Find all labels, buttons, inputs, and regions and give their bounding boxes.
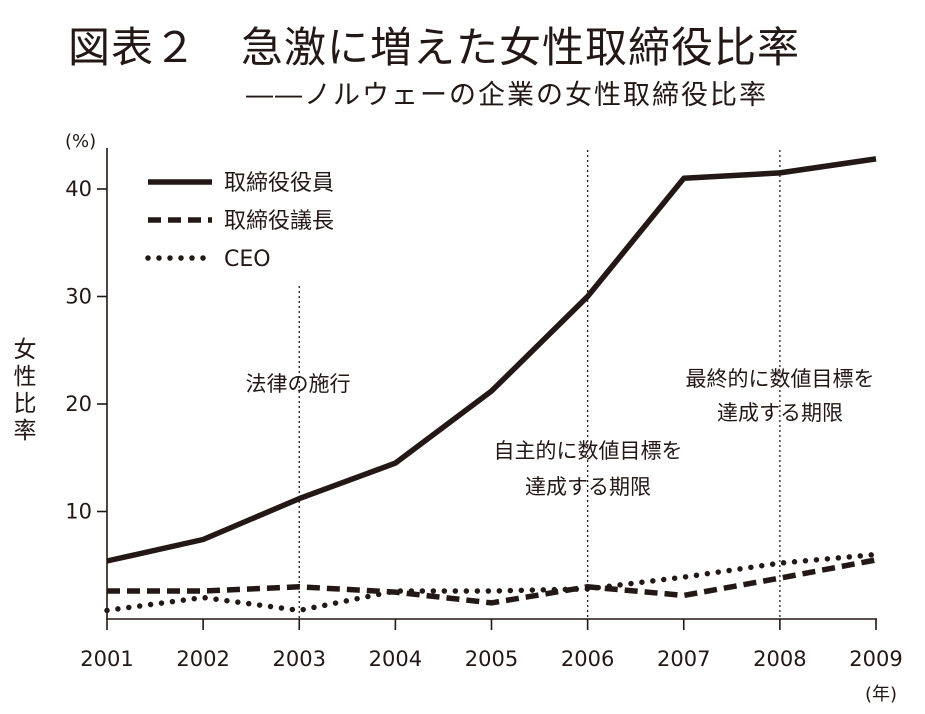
y-tick-label: 30 bbox=[65, 285, 92, 309]
x-tick-label: 2003 bbox=[273, 647, 326, 671]
x-tick-label: 2004 bbox=[369, 647, 422, 671]
x-tick-label: 2002 bbox=[176, 647, 229, 671]
y-tick-label: 20 bbox=[65, 392, 92, 416]
series-line-solid bbox=[106, 156, 877, 564]
annotation-text-2008: 達成する期限 bbox=[717, 401, 843, 425]
x-tick-label: 2008 bbox=[753, 647, 806, 671]
x-tick-label: 2001 bbox=[80, 647, 133, 671]
chart-subtitle: ――ノルウェーの企業の女性取締役比率 bbox=[246, 80, 768, 111]
figure-label: 図表２ bbox=[68, 23, 198, 72]
legend-label: 取締役議長 bbox=[224, 209, 334, 234]
x-axis-unit: (年) bbox=[865, 684, 897, 705]
title-text: 急激に増えた女性取締役比率 bbox=[241, 23, 801, 72]
x-tick-label: 2007 bbox=[657, 647, 710, 671]
axes: 10 20 30 40 (%) 女性比率 2001 2002 2003 2004 2005 2006 2… bbox=[14, 131, 903, 705]
annotation-text-2008: 最終的に数値目標を bbox=[686, 367, 875, 391]
y-axis-label: 女性比率 bbox=[14, 337, 37, 444]
y-tick-label: 10 bbox=[65, 500, 92, 524]
x-tick-label: 2006 bbox=[561, 647, 614, 671]
annotation-text-2003: 法律の施行 bbox=[246, 372, 351, 396]
series-line-dotted bbox=[104, 551, 879, 614]
legend-label: 取締役役員 bbox=[224, 171, 334, 196]
y-tick-label: 40 bbox=[65, 177, 92, 201]
series-layer bbox=[104, 156, 879, 614]
y-axis-unit: (%) bbox=[65, 131, 96, 152]
annotation-text-2006: 自主的に数値目標を bbox=[494, 439, 683, 463]
legend-label: CEO bbox=[224, 247, 271, 272]
x-tick-label: 2009 bbox=[849, 647, 902, 671]
x-tick-label: 2005 bbox=[465, 647, 518, 671]
series-line-dashed bbox=[107, 557, 877, 606]
chart-title: 図表２ 急激に増えた女性取締役比率 bbox=[68, 14, 800, 75]
annotation-text-2006: 達成する期限 bbox=[525, 475, 651, 499]
